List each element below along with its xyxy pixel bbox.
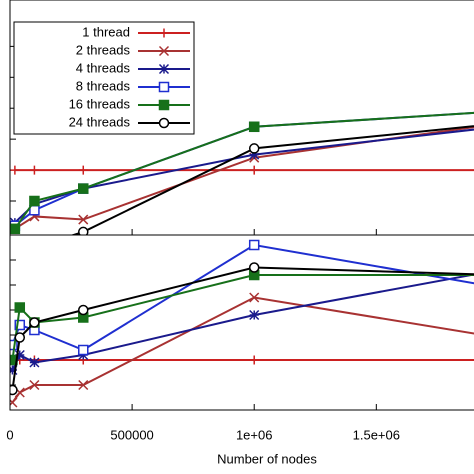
marker	[78, 304, 89, 316]
series-line	[11, 274, 474, 361]
marker	[78, 183, 89, 194]
marker	[249, 292, 260, 303]
x-tick-label: 500000	[110, 427, 153, 442]
marker	[10, 384, 18, 396]
marker	[10, 364, 18, 376]
marker	[248, 143, 260, 154]
marker	[159, 28, 169, 38]
marker	[78, 165, 88, 175]
marker	[29, 379, 40, 391]
marker	[248, 262, 260, 273]
series-line	[14, 126, 474, 230]
marker	[10, 223, 21, 235]
legend-label: 8 threads	[76, 78, 131, 93]
series-line	[11, 243, 474, 352]
marker	[14, 349, 25, 361]
marker	[29, 165, 39, 175]
marker	[158, 99, 170, 111]
marker	[29, 357, 40, 368]
marker	[158, 81, 170, 93]
marker	[78, 344, 89, 356]
marker	[78, 379, 89, 391]
marker	[10, 339, 18, 351]
marker	[10, 165, 20, 175]
legend-label: 4 threads	[76, 60, 131, 75]
marker	[249, 355, 259, 365]
x-axis-label: Number of nodes	[217, 451, 317, 466]
x-tick-label: 1.5e+06	[353, 427, 400, 442]
marker	[29, 317, 40, 328]
marker	[249, 165, 259, 175]
legend-label: 24 threads	[69, 114, 131, 129]
series-line	[11, 273, 474, 371]
marker	[248, 239, 260, 251]
legend-label: 16 threads	[69, 96, 131, 111]
x-tick-label: 0	[6, 427, 13, 442]
marker	[14, 332, 26, 343]
marker	[30, 243, 39, 252]
marker	[78, 214, 89, 225]
marker	[158, 63, 170, 75]
marker	[10, 397, 18, 408]
plot-area	[10, 239, 474, 408]
marker	[14, 302, 26, 313]
marker	[29, 195, 40, 207]
marker	[248, 121, 260, 133]
marker	[249, 149, 260, 160]
panel-frame	[9, 234, 474, 411]
legend-label: 1 thread	[82, 24, 130, 39]
series-line	[14, 128, 474, 224]
legend-label: 2 threads	[76, 42, 131, 57]
marker	[249, 309, 260, 321]
x-tick-label: 1e+06	[236, 427, 273, 442]
marker	[14, 319, 26, 331]
marker	[158, 117, 170, 129]
legend-box	[13, 21, 195, 135]
series-line	[11, 266, 474, 391]
plot-area	[10, 111, 474, 252]
marker	[158, 45, 170, 57]
marker	[78, 226, 89, 235]
